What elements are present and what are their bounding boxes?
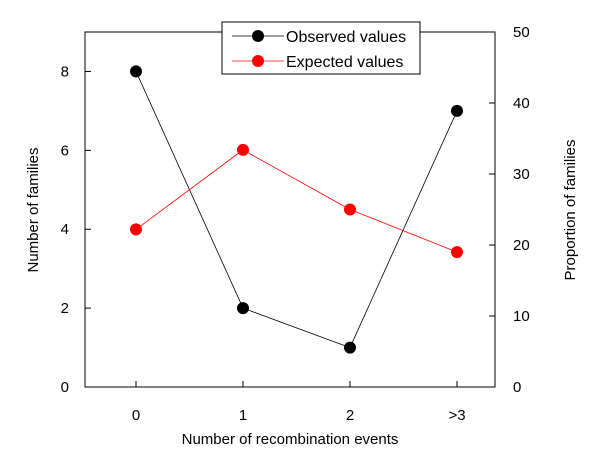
y2-tick-label: 50 xyxy=(513,24,530,41)
legend: Observed values Expected values xyxy=(221,21,421,75)
legend-marker-observed xyxy=(252,30,264,42)
x-tick-label: 1 xyxy=(239,407,247,424)
series-1-point xyxy=(451,246,463,259)
x-tick-label: >3 xyxy=(448,407,465,424)
y2-tick-label: 40 xyxy=(513,95,530,112)
y2-axis-title: Proportion of families xyxy=(562,140,579,281)
series-points xyxy=(130,65,463,354)
series-1-point xyxy=(237,143,249,156)
y-tick-label: 0 xyxy=(61,379,69,396)
series-0-point xyxy=(237,302,249,315)
series-lines xyxy=(135,71,458,349)
series-0-point xyxy=(344,341,356,354)
y-tick-label: 8 xyxy=(61,63,69,80)
plot-frame xyxy=(84,31,496,388)
legend-label-observed: Observed values xyxy=(286,29,406,46)
y-axis-title: Number of families xyxy=(25,147,42,272)
series-line-1 xyxy=(135,149,458,253)
y-tick-label: 4 xyxy=(61,221,69,238)
x-tick-label: 0 xyxy=(132,407,140,424)
series-line-0 xyxy=(135,71,458,349)
series-1-point xyxy=(344,203,356,216)
legend-marker-expected xyxy=(252,55,264,67)
series-1-point xyxy=(130,223,142,236)
x-tick-label: 2 xyxy=(346,407,354,424)
y2-tick-label: 20 xyxy=(513,237,530,254)
x-axis-title: Number of recombination events xyxy=(182,431,399,448)
legend-label-expected: Expected values xyxy=(286,54,403,71)
y2-tick-label: 0 xyxy=(513,379,521,396)
y-tick-label: 2 xyxy=(61,300,69,317)
series-0-point xyxy=(130,65,142,78)
y2-tick-label: 10 xyxy=(513,308,530,325)
y-tick-label: 6 xyxy=(61,142,69,159)
y2-tick-label: 30 xyxy=(513,166,530,183)
axis-ticks: 0 2 4 6 8 0 10 20 30 40 50 0 1 2 >3 xyxy=(61,24,530,424)
series-0-point xyxy=(451,104,463,117)
